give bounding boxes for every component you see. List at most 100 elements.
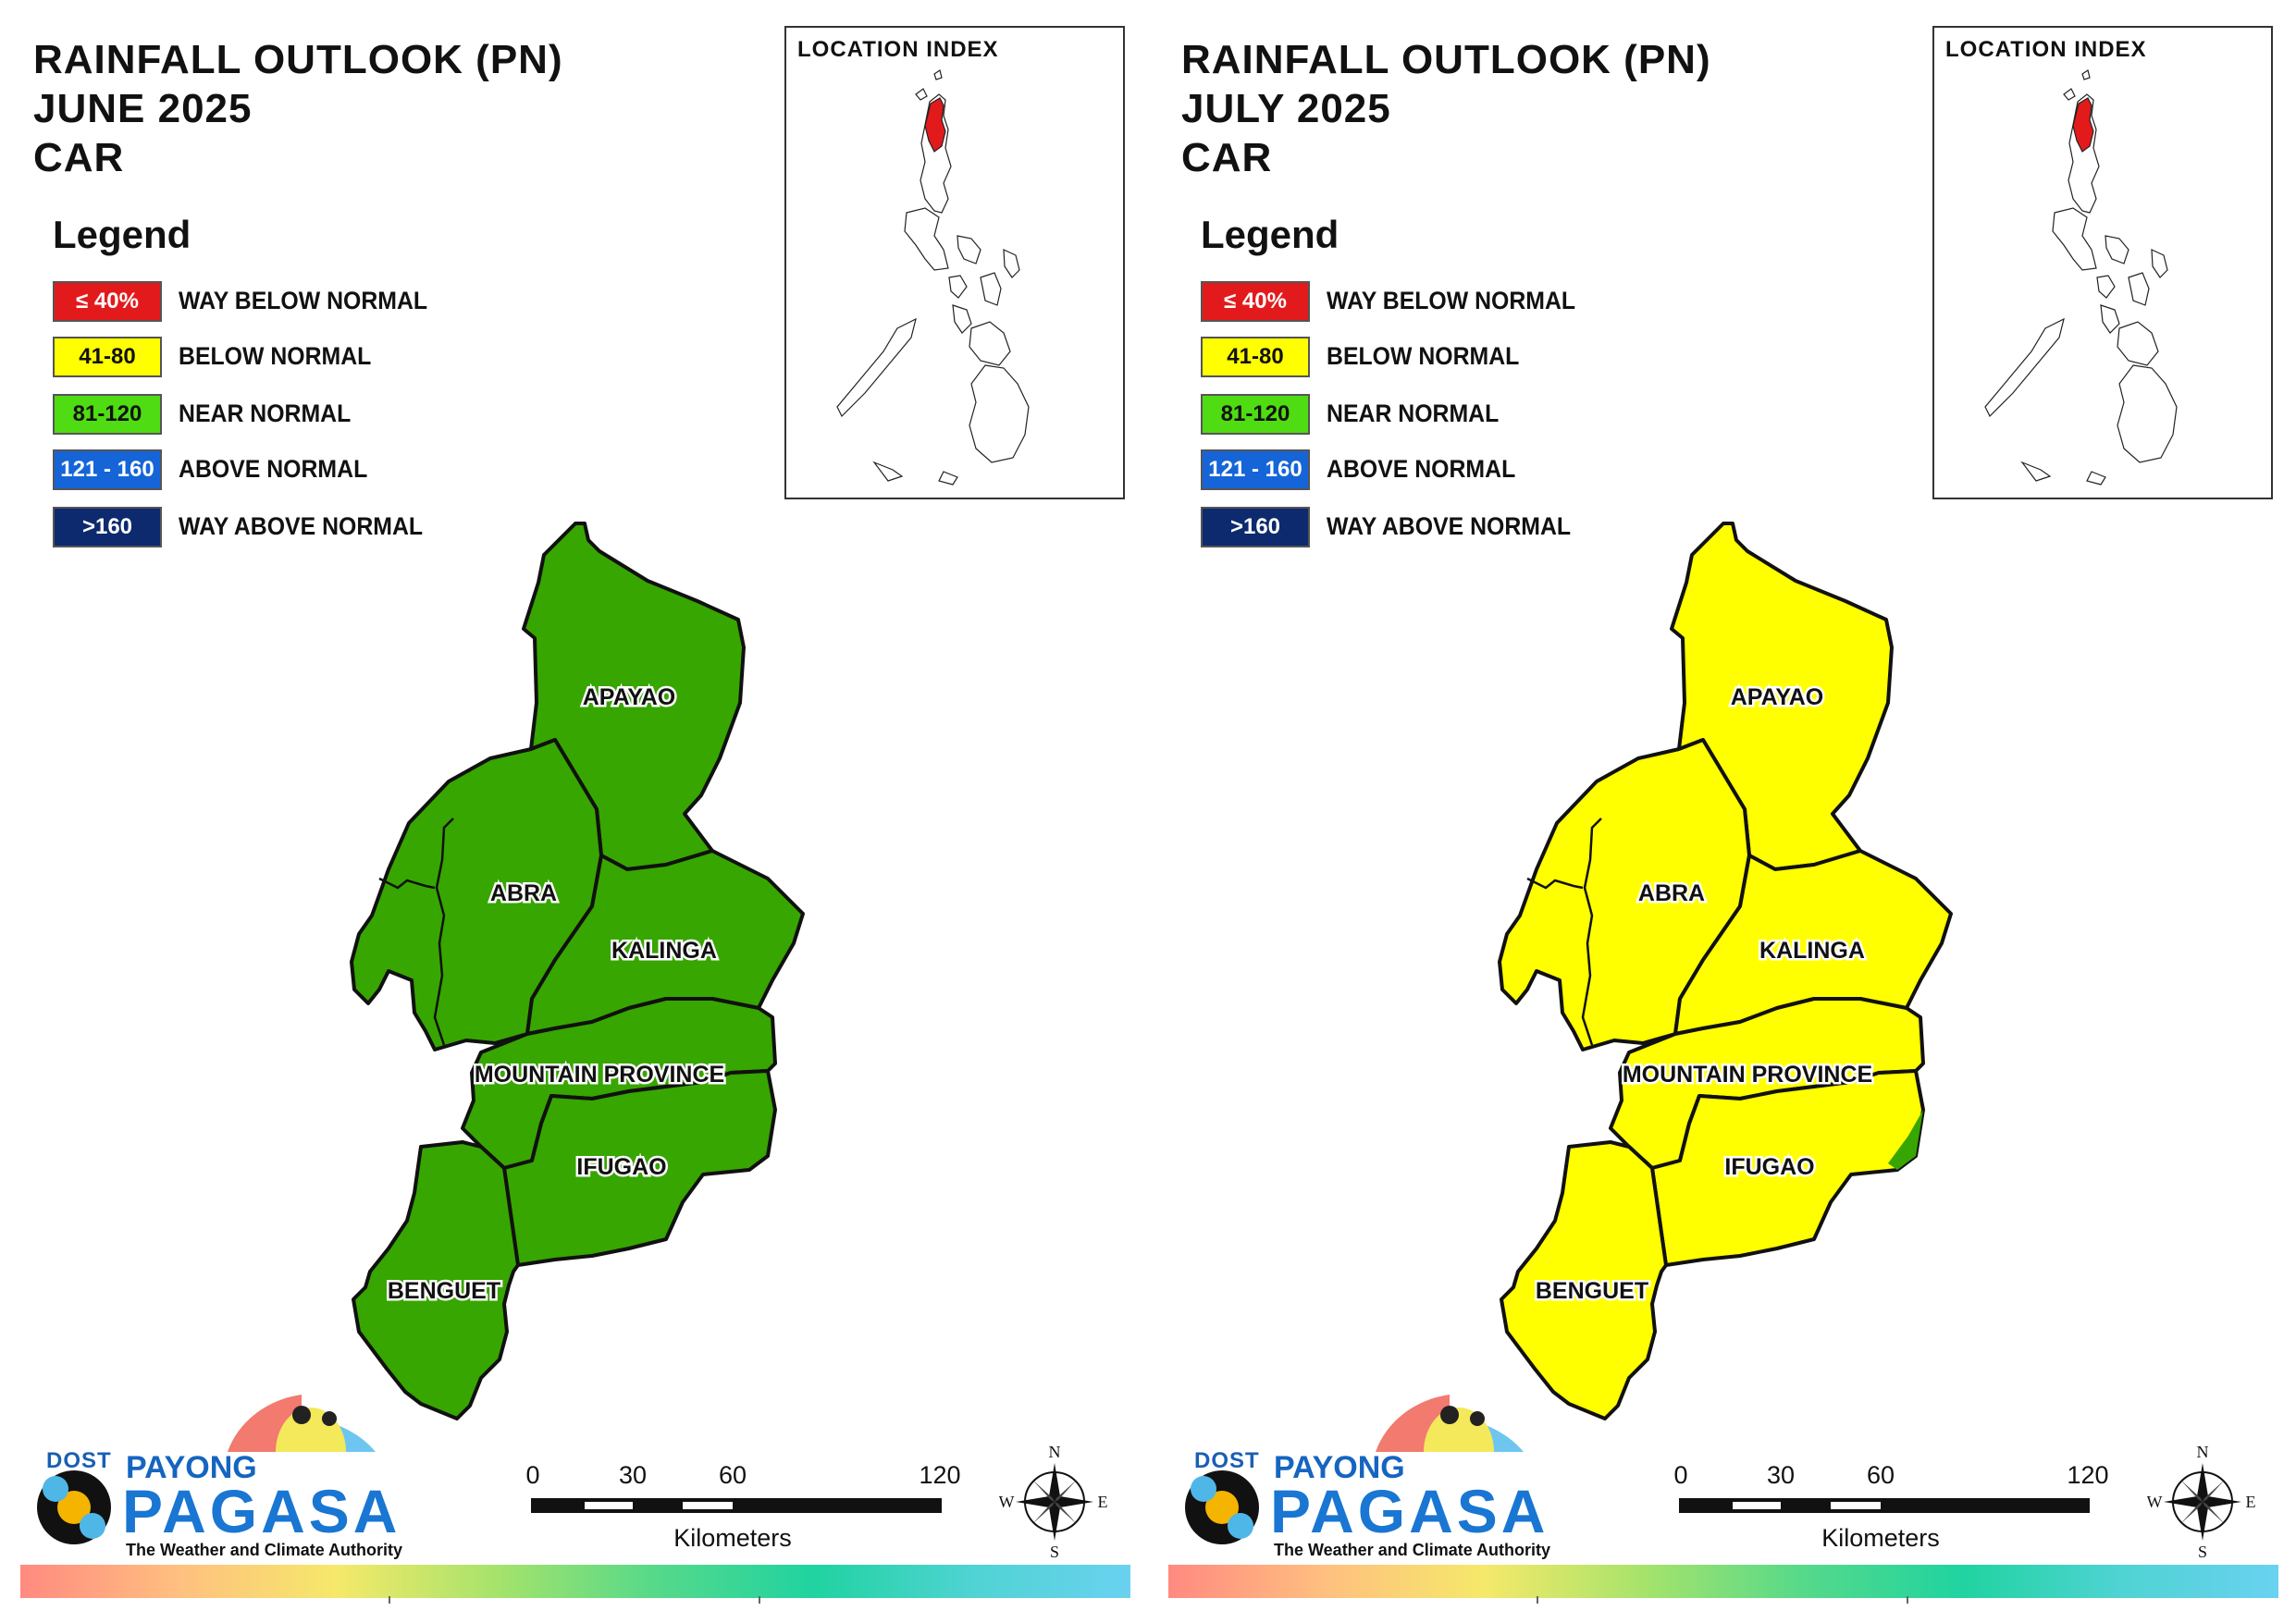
outlook-panel-july: RAINFALL OUTLOOK (PN) JULY 2025 CAR Lege… [1148, 0, 2296, 1623]
abra-internal-boundary-2 [378, 877, 436, 890]
legend-label: WAY BELOW NORMAL [1327, 287, 1576, 314]
dost-seal-icon [1185, 1470, 1259, 1544]
legend-swatch: ≤ 40% [53, 281, 162, 322]
compass-rose-icon: N E S W [999, 1443, 1108, 1561]
province-label-kalinga: KALINGA [1759, 938, 1865, 964]
legend-label: BELOW NORMAL [1327, 342, 1520, 370]
dost-seal-icon [37, 1470, 111, 1544]
province-label-apayao: APAYAO [583, 684, 676, 710]
province-label-abra: ABRA [1638, 880, 1705, 906]
car-province-map: APAYAO ABRA KALINGA MOUNTAIN PROVINCE IF… [350, 522, 805, 1420]
compass-n: N [1049, 1443, 1061, 1461]
payong-pagasa-logo: DOST PAYONG PAGASA The Weather and Clima… [1181, 1387, 1551, 1563]
umbrella-icon [1185, 1395, 1524, 1544]
legend-item-above-normal: 121 - 160 ABOVE NORMAL [1201, 449, 1626, 492]
legend-swatch: ≤ 40% [1201, 281, 1310, 322]
legend-label: WAY ABOVE NORMAL [1327, 512, 1572, 540]
legend-label: WAY BELOW NORMAL [179, 287, 428, 314]
logo-payong-text: PAYONG [126, 1450, 257, 1485]
province-label-ifugao: IFUGAO [576, 1154, 666, 1180]
title-line-2: JULY 2025 [1181, 86, 1391, 131]
province-label-mountain-province: MOUNTAIN PROVINCE [475, 1062, 724, 1088]
province-label-abra: ABRA [490, 880, 557, 906]
outlook-panel-june: RAINFALL OUTLOOK (PN) JUNE 2025 CAR Lege… [20, 26, 1130, 1604]
legend-item-way-below-normal: ≤ 40% WAY BELOW NORMAL [1201, 281, 1626, 324]
legend-label: BELOW NORMAL [179, 342, 372, 370]
scale-bar: 0 30 60 120 Kilometers [525, 1461, 960, 1554]
legend-item-way-below-normal: ≤ 40% WAY BELOW NORMAL [53, 281, 478, 324]
legend-item-above-normal: 121 - 160 ABOVE NORMAL [53, 449, 478, 492]
map-title: RAINFALL OUTLOOK (PN) JULY 2025 CAR [1181, 35, 1711, 182]
north-arrow: N E S W [2147, 1441, 2258, 1561]
rainbow-footer-bar [20, 1565, 1130, 1604]
legend-heading: Legend [1201, 213, 1339, 256]
province-label-benguet: BENGUET [1536, 1278, 1648, 1304]
title-line-3: CAR [1181, 135, 1273, 180]
province-label-mountain-province: MOUNTAIN PROVINCE [1623, 1062, 1872, 1088]
car-province-map: APAYAO ABRA KALINGA MOUNTAIN PROVINCE IF… [1498, 522, 1953, 1420]
scale-strip [531, 1498, 942, 1513]
legend-item-way-above-normal: >160 WAY ABOVE NORMAL [1201, 507, 1626, 549]
scale-tick-label: 120 [919, 1461, 961, 1489]
legend-label: NEAR NORMAL [1327, 400, 1500, 427]
compass-n: N [2197, 1443, 2209, 1461]
legend-swatch: 121 - 160 [53, 449, 162, 490]
scale-tick-label: 30 [618, 1461, 648, 1489]
logo-tagline: The Weather and Climate Authority [1274, 1541, 1551, 1559]
scale-tick-label: 30 [1766, 1461, 1796, 1489]
ifugao-near-normal-sliver [1888, 1110, 1923, 1170]
scale-tick-label: 120 [2067, 1461, 2109, 1489]
legend-label: ABOVE NORMAL [1327, 455, 1516, 483]
province-label-benguet: BENGUET [388, 1278, 500, 1304]
philippines-mini-map [1984, 69, 2178, 486]
logo-tagline: The Weather and Climate Authority [126, 1541, 403, 1559]
province-label-ifugao: IFUGAO [1724, 1154, 1814, 1180]
map-title: RAINFALL OUTLOOK (PN) JUNE 2025 CAR [33, 35, 563, 182]
legend-label: NEAR NORMAL [179, 400, 352, 427]
scale-tick-label: 0 [525, 1461, 540, 1489]
legend-item-near-normal: 81-120 NEAR NORMAL [1201, 394, 1626, 436]
logo-pagasa-text: PAGASA [1270, 1477, 1549, 1545]
province-label-apayao: APAYAO [1731, 684, 1824, 710]
legend-swatch: 121 - 160 [1201, 449, 1310, 490]
compass-e: E [1098, 1493, 1108, 1511]
location-index-inset: LOCATION INDEX [784, 26, 1125, 499]
legend-swatch: 41-80 [53, 337, 162, 377]
legend-item-near-normal: 81-120 NEAR NORMAL [53, 394, 478, 436]
title-line-1: RAINFALL OUTLOOK (PN) [33, 37, 563, 82]
abra-internal-boundary [433, 818, 454, 1046]
scale-bar: 0 30 60 120 Kilometers [1673, 1461, 2108, 1554]
compass-e: E [2246, 1493, 2256, 1511]
province-ifugao [502, 1069, 777, 1267]
legend-swatch: >160 [53, 507, 162, 547]
north-arrow: N E S W [999, 1441, 1110, 1561]
title-line-2: JUNE 2025 [33, 86, 253, 131]
scale-unit-label: Kilometers [1821, 1524, 1940, 1552]
legend-label: ABOVE NORMAL [179, 455, 368, 483]
title-line-1: RAINFALL OUTLOOK (PN) [1181, 37, 1711, 82]
legend-swatch: 81-120 [1201, 394, 1310, 435]
location-index-inset: LOCATION INDEX [1932, 26, 2273, 499]
logo-pagasa-text: PAGASA [122, 1477, 401, 1545]
compass-s: S [2198, 1543, 2207, 1561]
scale-tick-label: 60 [1866, 1461, 1895, 1489]
province-benguet [1500, 1140, 1668, 1420]
legend-label: WAY ABOVE NORMAL [179, 512, 424, 540]
legend-item-below-normal: 41-80 BELOW NORMAL [53, 337, 478, 379]
philippines-mini-map [836, 69, 1030, 486]
compass-rose-icon: N E S W [2147, 1443, 2256, 1561]
compass-w: W [999, 1493, 1015, 1511]
location-index-label: LOCATION INDEX [797, 37, 999, 62]
rainbow-footer-bar [1168, 1565, 2278, 1604]
logo-dost-text: DOST [46, 1448, 112, 1473]
legend-swatch: 81-120 [53, 394, 162, 435]
abra-internal-boundary-2 [1526, 877, 1584, 890]
payong-pagasa-logo: DOST PAYONG PAGASA The Weather and Clima… [33, 1387, 403, 1563]
scale-tick-label: 0 [1673, 1461, 1688, 1489]
scale-tick-label: 60 [718, 1461, 747, 1489]
legend-swatch: 41-80 [1201, 337, 1310, 377]
scale-strip [1679, 1498, 2090, 1513]
province-benguet [352, 1140, 520, 1420]
logo-payong-text: PAYONG [1274, 1450, 1405, 1485]
legend-swatch: >160 [1201, 507, 1310, 547]
